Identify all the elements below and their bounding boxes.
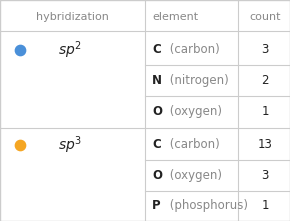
Point: [18, 143, 23, 147]
Text: C: C: [152, 138, 161, 151]
Text: O: O: [152, 105, 162, 118]
Text: (carbon): (carbon): [166, 43, 220, 56]
Text: $\mathit{sp}^3$: $\mathit{sp}^3$: [58, 134, 82, 156]
Text: (oxygen): (oxygen): [166, 169, 222, 182]
Text: C: C: [152, 43, 161, 56]
Text: element: element: [152, 11, 198, 22]
Text: (phosphorus): (phosphorus): [166, 200, 248, 212]
Text: hybridization: hybridization: [36, 11, 109, 22]
Text: $\mathit{sp}^2$: $\mathit{sp}^2$: [58, 39, 82, 61]
Text: 3: 3: [262, 169, 269, 182]
Text: (carbon): (carbon): [166, 138, 220, 151]
Text: 1: 1: [262, 200, 269, 212]
Text: (nitrogen): (nitrogen): [166, 74, 229, 87]
Text: 1: 1: [262, 105, 269, 118]
Text: O: O: [152, 169, 162, 182]
Text: 2: 2: [262, 74, 269, 87]
Text: 3: 3: [262, 43, 269, 56]
Text: P: P: [152, 200, 161, 212]
Text: (oxygen): (oxygen): [166, 105, 222, 118]
Text: 13: 13: [258, 138, 273, 151]
Text: N: N: [152, 74, 162, 87]
Text: count: count: [250, 11, 281, 22]
Point: [18, 48, 23, 51]
